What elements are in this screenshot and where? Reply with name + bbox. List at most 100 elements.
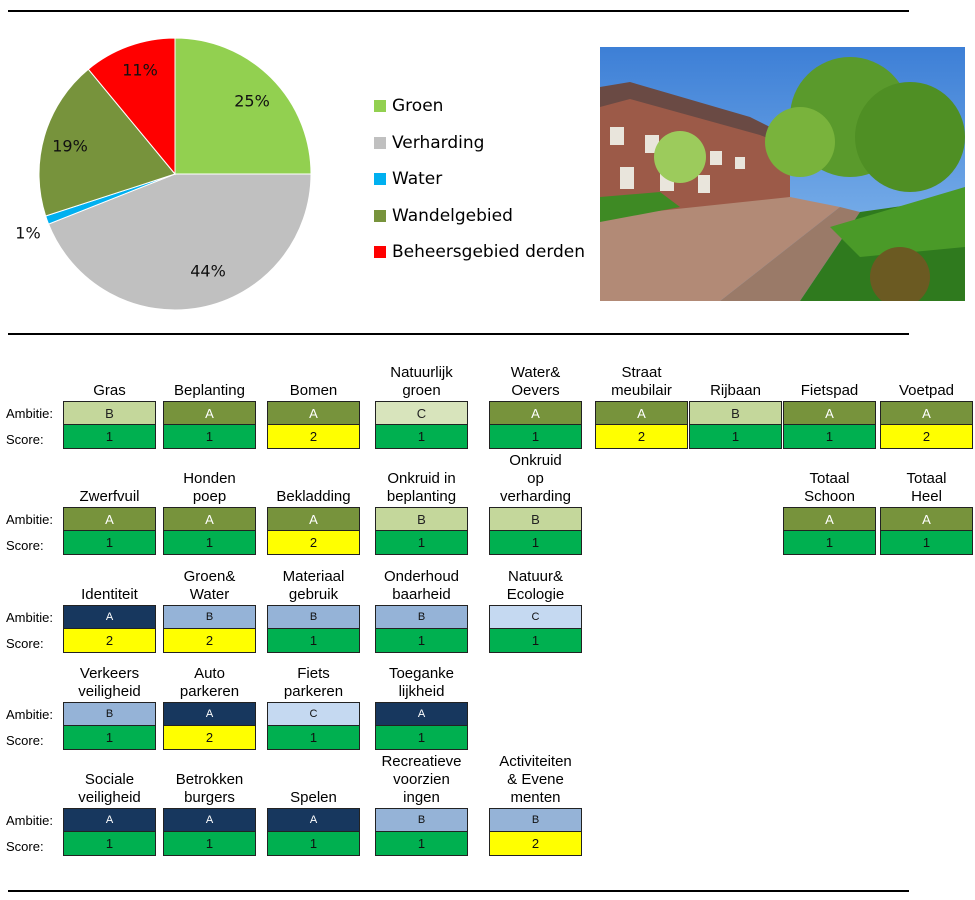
score-cell: Bomen A 2: [267, 382, 360, 449]
cell-title: Rijbaan: [710, 382, 761, 399]
score-box: 1: [375, 629, 468, 653]
score-cell: Fietspad A 1: [783, 382, 876, 449]
street-photo: [600, 47, 965, 301]
score-cell: Honden poep A 1: [163, 470, 256, 555]
score-label: Score:: [6, 636, 44, 651]
ambitie-box: A: [783, 507, 876, 531]
score-cell: Beplanting A 1: [163, 382, 256, 449]
score-box: 2: [63, 629, 156, 653]
score-cell: Onkruid in beplanting B 1: [375, 470, 468, 555]
legend-label: Groen: [392, 96, 444, 117]
ambitie-label: Ambitie:: [6, 610, 53, 625]
ambitie-box: A: [163, 808, 256, 832]
ambitie-box: B: [489, 808, 582, 832]
ambitie-box: C: [375, 401, 468, 425]
ambitie-box: A: [63, 507, 156, 531]
ambitie-box: B: [163, 605, 256, 629]
score-box: 1: [267, 726, 360, 750]
score-box: 1: [63, 425, 156, 449]
cell-title: Betrokken burgers: [175, 771, 244, 806]
pie-data-label: 19%: [52, 137, 88, 156]
ambitie-box: B: [489, 507, 582, 531]
score-box: 1: [63, 832, 156, 856]
score-cell: Natuurlijk groen C 1: [375, 364, 468, 449]
cell-title: Spelen: [290, 789, 337, 806]
score-cell: Spelen A 1: [267, 789, 360, 856]
ambitie-box: A: [163, 702, 256, 726]
cell-title: Voetpad: [898, 382, 955, 399]
score-cell: Water& Oevers A 1: [489, 364, 582, 449]
ambitie-box: B: [63, 702, 156, 726]
ambitie-label: Ambitie:: [6, 813, 53, 828]
cell-title: Activiteiten & Evene menten: [499, 753, 572, 806]
cell-title: Gras: [93, 382, 126, 399]
pie-slice-wandelgebied: [38, 68, 176, 217]
cell-title: Water& Oevers: [510, 364, 561, 399]
cell-title: Honden poep: [183, 470, 236, 505]
score-cell: Zwerfvuil A 1: [63, 488, 156, 555]
ambitie-box: B: [375, 605, 468, 629]
score-box: 2: [267, 531, 360, 555]
cell-title: Onkruid in beplanting: [386, 470, 457, 505]
score-box: 1: [63, 531, 156, 555]
score-label: Score:: [6, 432, 44, 447]
pie-slice-groen: [174, 37, 312, 175]
ambitie-box: A: [63, 808, 156, 832]
ambitie-box: A: [163, 507, 256, 531]
score-box: 1: [783, 425, 876, 449]
cell-title: Bomen: [289, 382, 338, 399]
score-cell: Gras B 1: [63, 382, 156, 449]
cell-title: Natuurlijk groen: [390, 364, 453, 399]
score-box: 1: [163, 531, 256, 555]
cell-title: Toeganke lijkheid: [388, 665, 455, 700]
score-cell: Activiteiten & Evene menten B 2: [489, 753, 582, 856]
score-box: 2: [880, 425, 973, 449]
cell-title: Zwerfvuil: [79, 488, 140, 505]
pie-data-label: 25%: [234, 92, 270, 111]
cell-title: Verkeers veiligheid: [78, 665, 141, 700]
score-box: 2: [595, 425, 688, 449]
score-cell: Betrokken burgers A 1: [163, 771, 256, 856]
score-box: 1: [375, 425, 468, 449]
score-cell: Totaal Heel A 1: [880, 470, 973, 555]
cell-title: Recreatieve voorzien ingen: [381, 753, 462, 806]
middle-rule: [8, 333, 909, 335]
score-box: 2: [489, 832, 582, 856]
score-cell: Toeganke lijkheid A 1: [375, 665, 468, 750]
chart-legend: Groen Verharding Water Wandelgebied Beheersg…: [374, 88, 585, 271]
cell-title: Natuur& Ecologie: [506, 568, 565, 603]
legend-swatch: [374, 173, 386, 186]
score-box: 1: [63, 726, 156, 750]
top-rule: [8, 10, 909, 12]
cell-title: Materiaal gebruik: [282, 568, 345, 603]
score-label: Score:: [6, 733, 44, 748]
cell-title: Auto parkeren: [179, 665, 240, 700]
score-box: 1: [489, 531, 582, 555]
cell-title: Onderhoud baarheid: [383, 568, 460, 603]
score-box: 1: [880, 531, 973, 555]
score-cell: Verkeers veiligheid B 1: [63, 665, 156, 750]
legend-item: Verharding: [374, 125, 585, 162]
score-box: 1: [783, 531, 876, 555]
cell-title: Sociale veiligheid: [78, 771, 141, 806]
score-box: 1: [375, 726, 468, 750]
pie-slice-verharding: [47, 173, 312, 311]
ambitie-label: Ambitie:: [6, 406, 53, 421]
score-cell: Voetpad A 2: [880, 382, 973, 449]
ambitie-label: Ambitie:: [6, 512, 53, 527]
score-box: 1: [489, 629, 582, 653]
score-cell: Straat meubilair A 2: [595, 364, 688, 449]
cell-title: Fiets parkeren: [283, 665, 344, 700]
cell-title: Identiteit: [81, 586, 138, 603]
pie-chart: 25% 44% 1% 19% 11%: [15, 37, 312, 311]
ambitie-box: B: [375, 507, 468, 531]
score-cell: Identiteit A 2: [63, 586, 156, 653]
ambitie-box: A: [267, 507, 360, 531]
legend-item: Groen: [374, 88, 585, 125]
ambitie-box: B: [689, 401, 782, 425]
ambitie-label: Ambitie:: [6, 707, 53, 722]
ambitie-box: A: [267, 808, 360, 832]
ambitie-box: A: [880, 507, 973, 531]
score-cell: Materiaal gebruik B 1: [267, 568, 360, 653]
legend-item: Wandelgebied: [374, 198, 585, 235]
